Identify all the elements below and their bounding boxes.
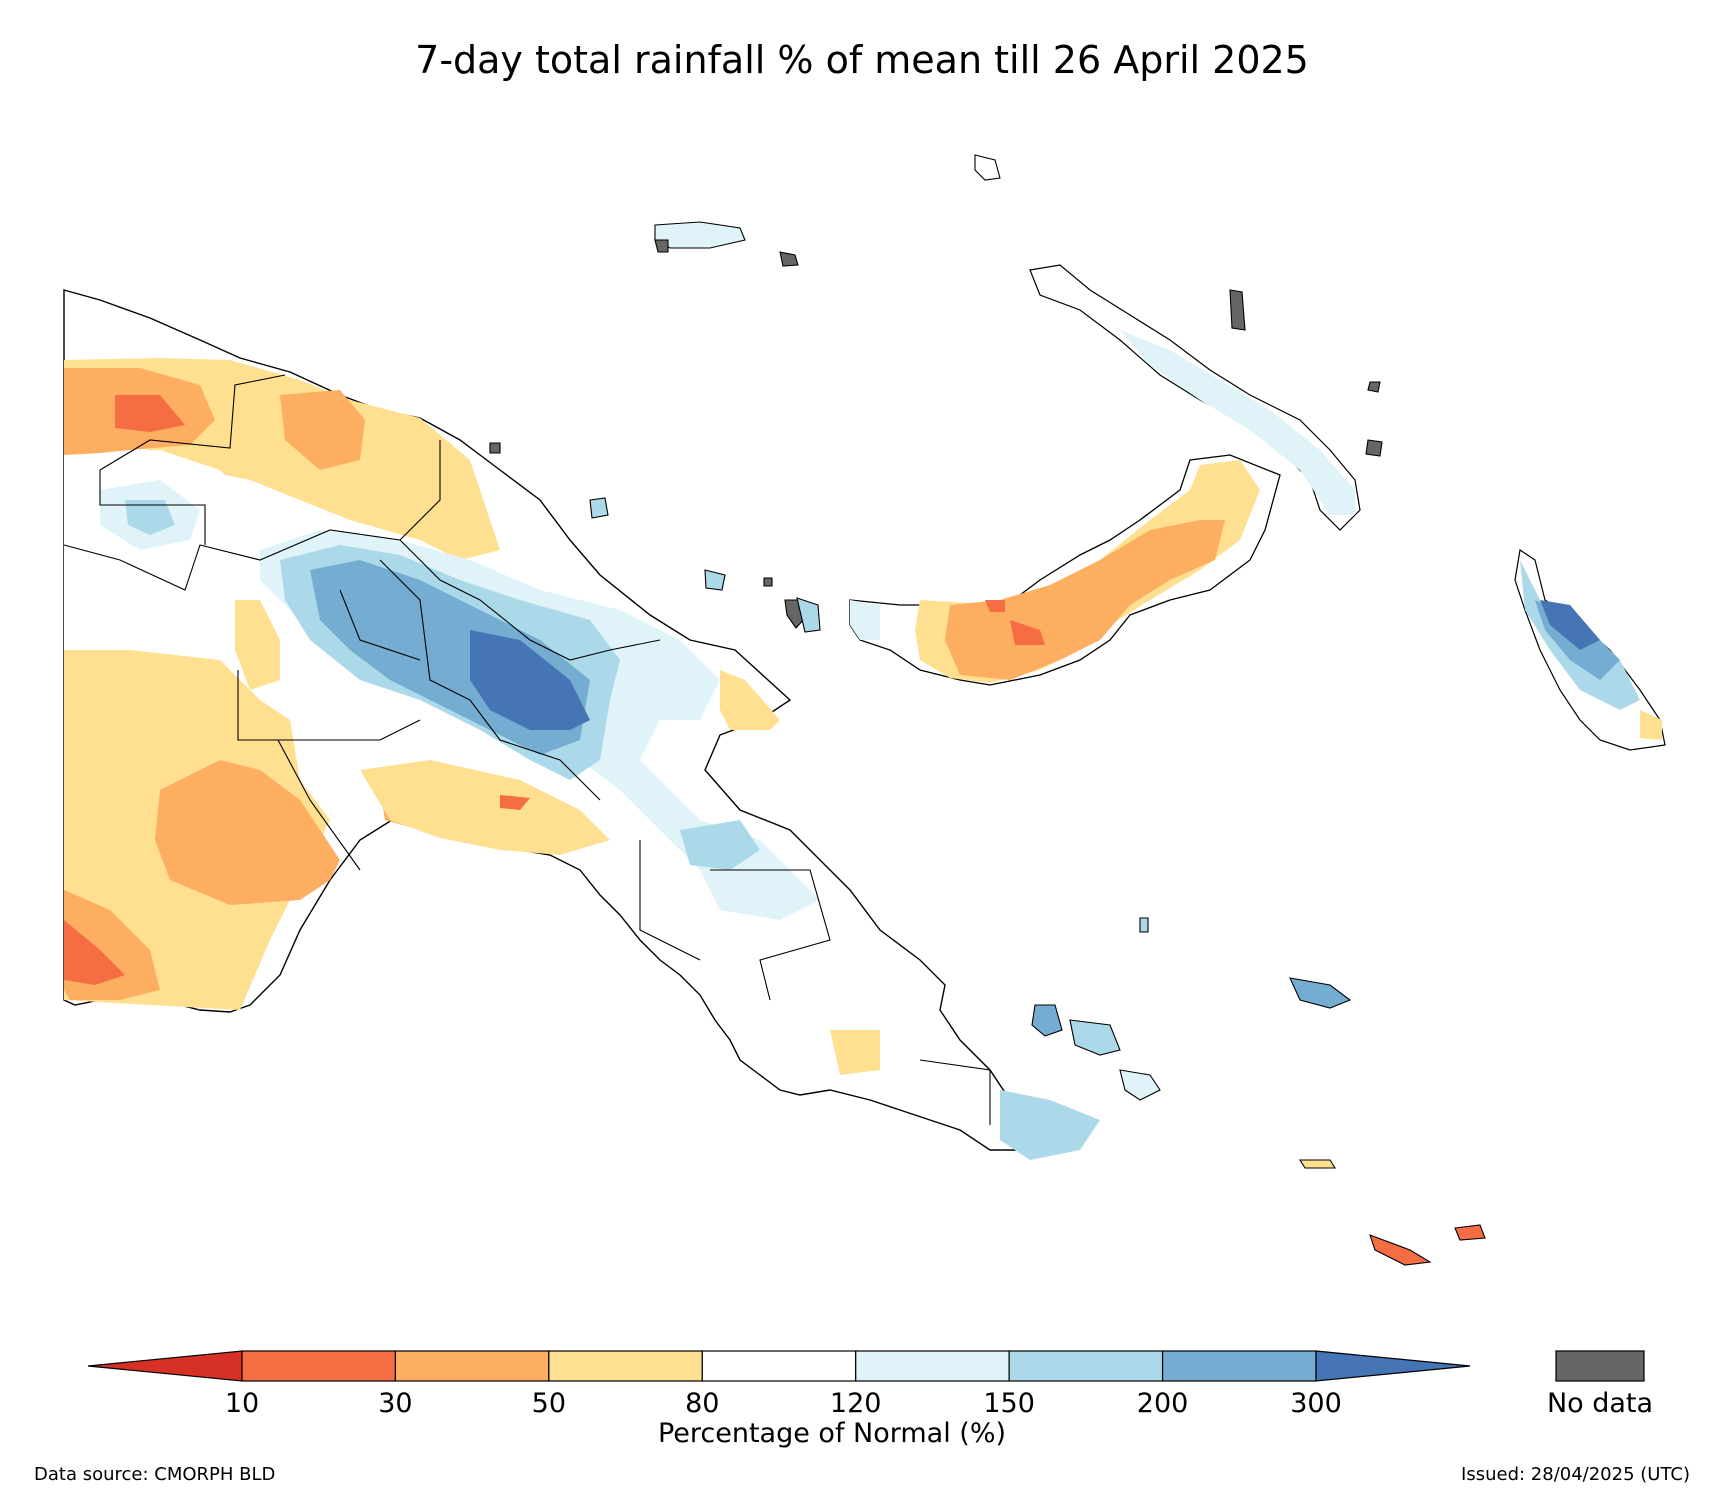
rossel — [1454, 1224, 1486, 1241]
zone-yellow-mid — [235, 600, 280, 690]
sudest — [1369, 1234, 1432, 1266]
colorbar-segment — [394, 1350, 550, 1382]
bougainville — [1514, 548, 1666, 751]
zone-yellow-se — [830, 1030, 880, 1075]
zone-red-sw — [64, 920, 125, 985]
colorbar-arrow-low — [87, 1350, 243, 1382]
province-borders — [63, 374, 991, 1125]
manus-nodata — [654, 239, 669, 253]
islet-blue-d — [1139, 917, 1149, 933]
new-britain-red2 — [985, 600, 1005, 612]
nodata-swatch — [1555, 1350, 1645, 1382]
colorbar-arrow-high — [1315, 1350, 1471, 1382]
zone-yellow-east — [720, 670, 780, 730]
zone-orange-n — [280, 390, 365, 470]
zone-darkblue-central — [470, 630, 590, 730]
new-britain — [849, 454, 1281, 686]
islet-blue-a — [589, 497, 609, 519]
data-source: Data source: CMORPH BLD — [34, 1464, 276, 1485]
colorbar-tick-label: 80 — [685, 1388, 720, 1419]
colorbar-segment — [241, 1350, 397, 1382]
woodlark — [1299, 1159, 1336, 1169]
colorbar-tick-label: 150 — [983, 1388, 1035, 1419]
colorbar-tick-label: 120 — [829, 1388, 882, 1419]
colorbar-segment — [548, 1350, 703, 1382]
new-ireland — [1029, 264, 1361, 531]
rainfall-map — [63, 154, 1666, 1266]
zone-yellow-gulf — [360, 760, 610, 855]
zone-blue-sefringe — [680, 820, 760, 870]
colorbar-tick-label: 10 — [224, 1388, 260, 1419]
islet-nodata-5 — [489, 442, 501, 454]
map-title: 7-day total rainfall % of mean till 26 A… — [415, 38, 1309, 82]
colorbar-segment — [1008, 1350, 1164, 1382]
colorbar-segment — [701, 1350, 857, 1382]
normanby — [1119, 1069, 1161, 1101]
vitiaz-islands — [489, 442, 821, 633]
colorbar-tick-label: 50 — [531, 1388, 567, 1419]
zone-orange-sw — [155, 760, 340, 905]
zone-red-nw — [115, 395, 185, 432]
manus-islands — [654, 154, 1383, 457]
nodata-label: No data — [1546, 1388, 1654, 1419]
mainland — [63, 289, 1100, 1160]
islet-nodata-2 — [1229, 289, 1246, 331]
goodenough — [1031, 1004, 1063, 1037]
colorbar-label: Percentage of Normal (%) — [657, 1418, 1007, 1449]
colorbar-tick-label: 30 — [378, 1388, 413, 1419]
bougainville-yellow — [1640, 710, 1662, 740]
new-britain-red — [1010, 620, 1045, 645]
islet-blue-b — [704, 569, 726, 591]
islet-blue-c — [796, 597, 821, 633]
zone-blue-w1 — [125, 500, 175, 535]
colorbar-tick-label: 200 — [1136, 1388, 1189, 1419]
milne-bay-islands — [1031, 917, 1486, 1266]
islet-nodata-6 — [763, 577, 773, 587]
islet-1 — [974, 154, 1001, 181]
issued-date: Issued: 28/04/2025 (UTC) — [1461, 1464, 1690, 1485]
zone-red-gulf — [500, 795, 530, 810]
colorbar-segment — [1161, 1350, 1317, 1382]
islet-nodata-1 — [779, 251, 799, 267]
islet-nodata-4 — [1367, 381, 1381, 393]
new-britain-lightblue — [850, 600, 880, 640]
colorbar-tick-label: 300 — [1290, 1388, 1342, 1419]
islet-nodata-3 — [1365, 439, 1383, 457]
fergusson — [1069, 1019, 1121, 1056]
trobriand — [1289, 977, 1352, 1009]
new-ireland-lightblue — [1120, 330, 1355, 515]
zone-blue-setip — [1000, 1090, 1100, 1160]
colorbar-segment — [855, 1350, 1010, 1382]
new-ireland-base — [1029, 264, 1361, 531]
bougainville-darkblue — [1540, 600, 1600, 650]
